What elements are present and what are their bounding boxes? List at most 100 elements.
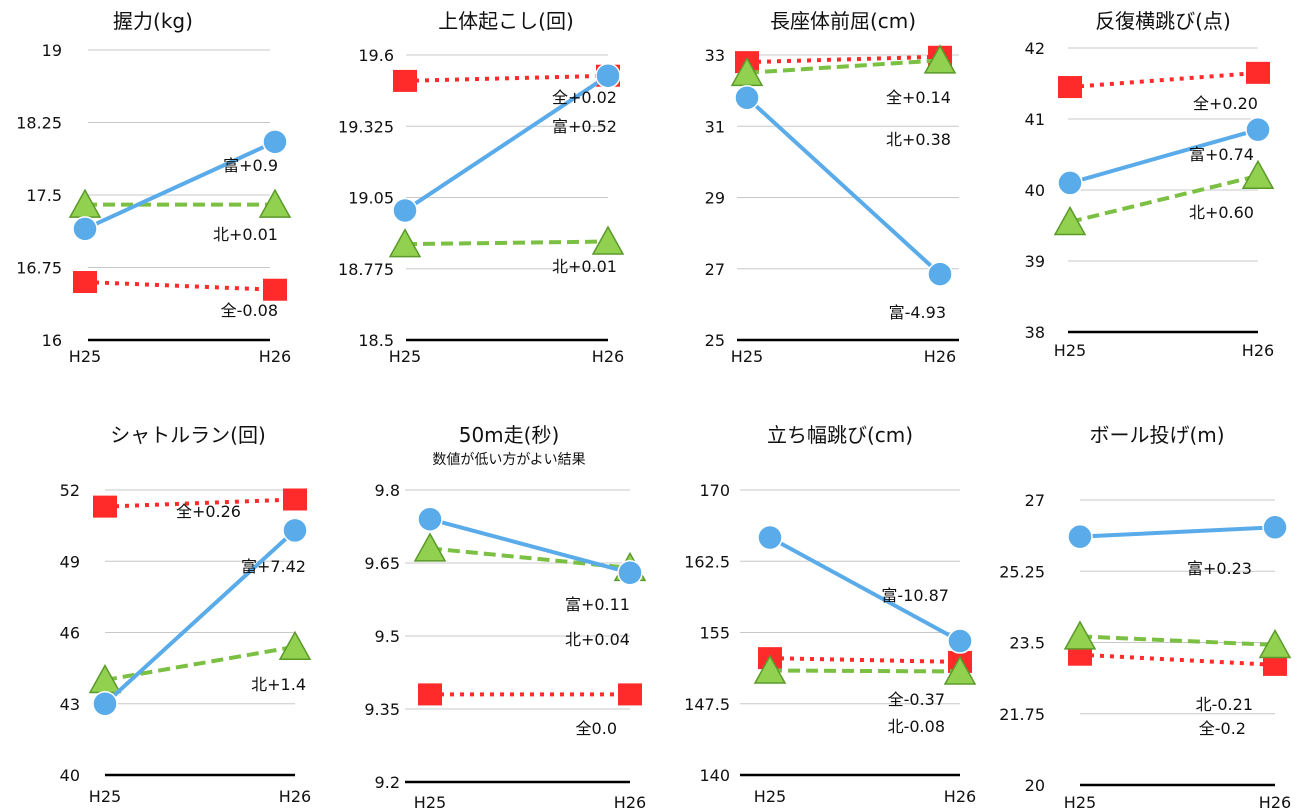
y-tick-label: 38 [1025,323,1045,342]
change-annotation: 全-0.2 [1199,719,1246,738]
y-tick-label: 33 [705,46,725,65]
data-point-zen [1263,653,1287,676]
change-annotation: 全+0.02 [552,88,617,107]
y-tick-label: 40 [1025,181,1045,200]
series-line-tomi [103,528,297,706]
y-tick-label: 21.75 [999,705,1045,724]
data-point-tomi [1057,170,1083,196]
y-tick-label: 29 [705,189,725,208]
change-annotation: 北-0.21 [1196,695,1253,714]
y-tick-label: 49 [60,552,80,571]
series-line-kita [769,668,961,674]
data-point-tomi [1067,523,1093,550]
data-point-kita [1258,628,1292,659]
change-annotation: 北+0.01 [213,225,278,244]
change-annotation: 全+0.26 [176,502,241,521]
data-point-tomi [262,129,288,155]
y-tick-label: 140 [699,766,730,785]
data-point-tomi [595,62,621,89]
change-annotation: 全-0.08 [221,301,278,320]
chart-title: 50m走(秒) [459,423,560,447]
chart-title: 握力(kg) [113,9,193,33]
x-tick-label: H25 [389,347,421,366]
series-line-tomi [403,74,610,213]
y-tick-label: 19.6 [358,46,394,65]
change-annotation: 富+0.23 [1187,559,1252,578]
series-line-tomi [1079,525,1276,539]
change-annotation: 北+0.38 [886,130,951,149]
series-line-zen [1069,70,1259,90]
y-tick-label: 27 [705,260,725,279]
x-tick-label: H26 [592,347,624,366]
y-tick-label: 9.65 [364,554,400,573]
series-line-zen [769,656,961,664]
chart-title: シャトルラン(回) [110,423,266,447]
data-point-tomi [92,691,118,717]
series-line-zen [746,54,941,65]
data-point-zen [93,495,117,518]
change-annotation: 全+0.14 [886,88,951,107]
change-annotation: 全+0.20 [1193,94,1258,113]
series-line-zen [404,73,609,83]
series-line-kita [1079,634,1276,647]
data-point-zen [418,683,442,706]
change-annotation: 北+0.60 [1189,203,1254,222]
chart-title: 反復横跳び(点) [1095,9,1231,33]
data-point-zen [393,69,417,92]
chart-panel-4: 反復横跳び(点) 42 41 40 39 38 H25 H26 全+0.20 富+0.74 北+0.… [1025,9,1275,360]
data-point-zen [73,271,97,293]
x-tick-label: H26 [614,793,646,812]
y-tick-label: 19.325 [338,117,394,136]
y-tick-label: 155 [699,624,730,643]
x-tick-label: H26 [1242,341,1274,360]
series-line-tomi [769,535,961,643]
y-tick-label: 42 [1025,39,1045,58]
change-annotation: 北-0.08 [888,717,945,736]
x-tick-label: H26 [1259,793,1291,812]
y-tick-label: 147.5 [684,695,730,714]
data-point-tomi [72,216,98,242]
chart-panel-5: シャトルラン(回) 52 49 46 43 40 H25 H26 全+0.26 富+7.42 北+1… [60,423,312,806]
data-point-tomi [757,524,783,551]
data-point-tomi [1245,116,1271,143]
y-tick-label: 162.5 [684,552,730,571]
data-point-kita [258,188,292,218]
y-tick-label: 27 [1025,491,1045,510]
data-point-kita [413,532,447,562]
data-point-tomi [927,261,953,287]
chart-panel-7: 立ち幅跳び(cm) 170 162.5 155 147.5 140 H25 H26 富-10.8… [684,423,977,806]
y-tick-label: 18.775 [338,260,394,279]
chart-panel-3: 長座体前屈(cm) 33 31 29 27 25 H25 H26 全+0.14 北+0.38 富-4… [705,9,959,366]
series-line-kita [1069,173,1259,224]
change-annotation: 富+0.52 [552,117,617,136]
data-point-zen [1246,61,1270,84]
chart-subtitle: 数値が低い方がよい結果 [432,452,585,468]
series-line-zen [104,497,296,509]
change-annotation: 富+7.42 [241,557,306,576]
x-tick-label: H25 [754,787,786,806]
change-annotation: 富+0.11 [565,595,630,614]
change-annotation: 全-0.37 [888,690,945,709]
data-point-kita [923,44,957,74]
series-line-tomi [1069,127,1259,185]
x-tick-label: H25 [414,793,446,812]
y-tick-label: 19.05 [348,189,394,208]
y-tick-label: 19 [42,41,62,60]
data-point-kita [388,228,422,258]
data-point-tomi [1262,514,1288,541]
data-point-zen [283,488,307,511]
data-point-tomi [734,85,760,111]
y-tick-label: 16.75 [16,259,62,278]
y-tick-label: 23.5 [1009,634,1045,653]
change-annotation: 北+0.04 [565,630,630,649]
data-point-tomi [392,197,418,224]
series-line-zen [84,280,276,292]
y-tick-label: 17.5 [26,186,62,205]
data-point-kita [1053,205,1087,236]
chart-title: ボール投げ(m) [1089,423,1224,447]
chart-panel-1: 握力(kg) 19 18.25 17.5 16.75 16 H25 H26 富+0.9 北+0.0… [16,9,292,366]
data-point-kita [753,654,787,684]
y-tick-label: 9.5 [375,627,400,646]
x-tick-label: H25 [1064,793,1096,812]
